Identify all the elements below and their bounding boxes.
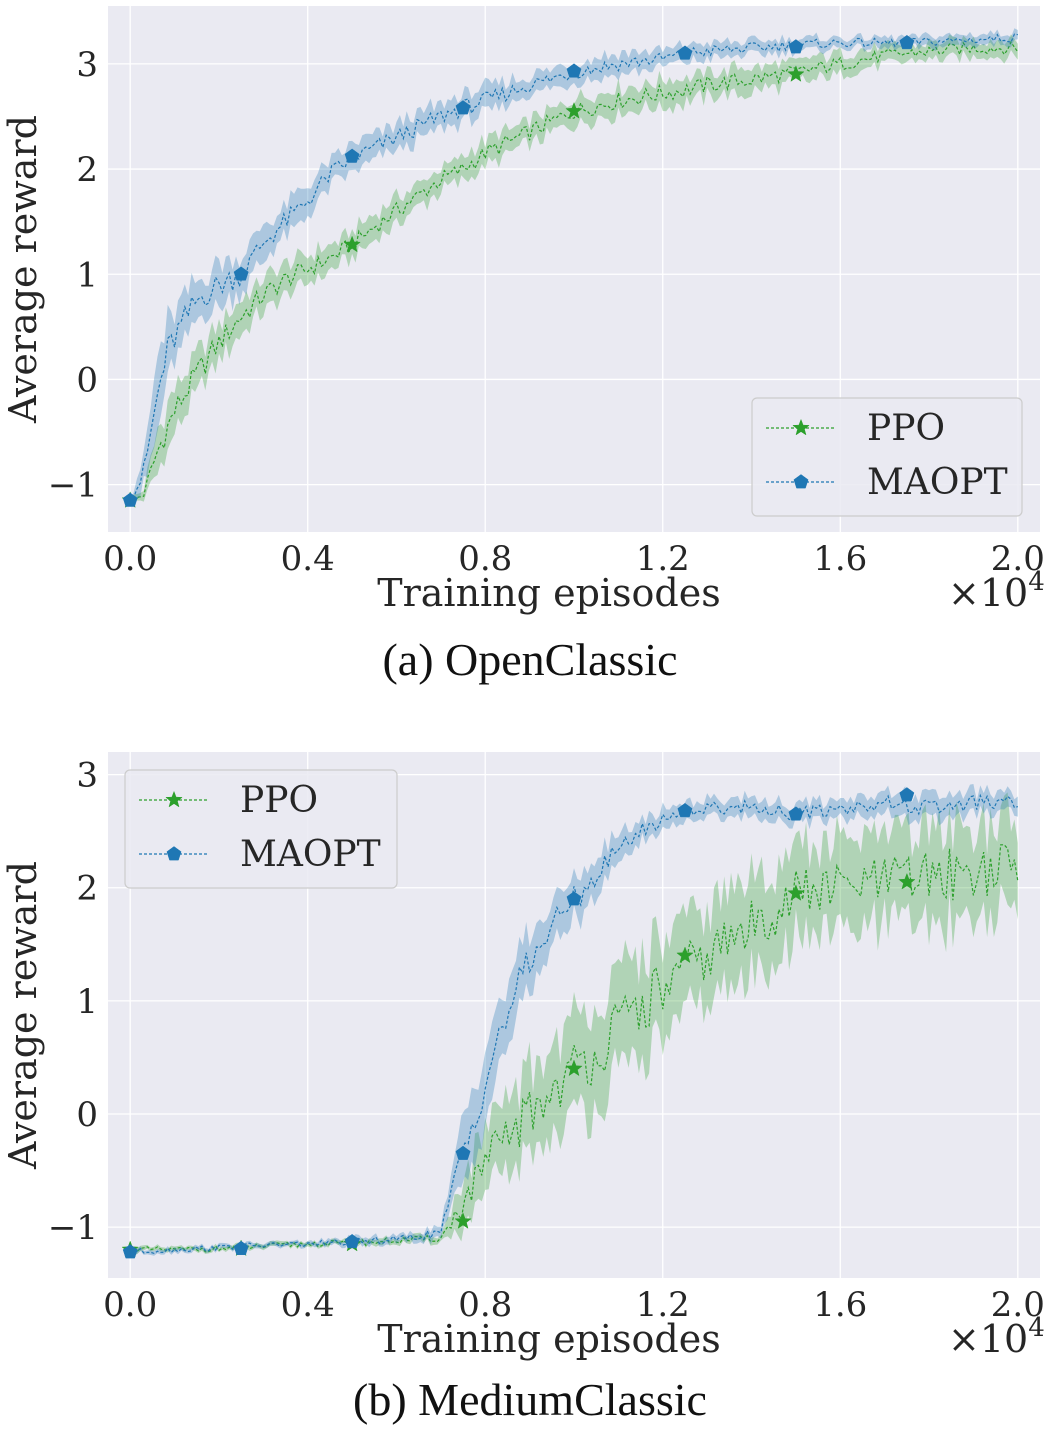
x-tick-label: 1.2 — [636, 1285, 690, 1325]
y-tick-label: 2 — [76, 869, 98, 909]
data-point-maopt — [677, 802, 693, 818]
data-point-maopt — [899, 787, 915, 802]
x-axis-multiplier: ×104 — [948, 1313, 1045, 1361]
chart-caption: (b) MediumClassic — [353, 1374, 707, 1425]
data-point-ppo — [454, 1212, 472, 1229]
data-point-maopt — [566, 63, 582, 78]
x-tick-label: 0.0 — [103, 539, 157, 579]
series-line-ppo — [129, 40, 1019, 503]
legend-marker-maopt — [166, 846, 182, 861]
data-point-ppo — [343, 235, 361, 253]
data-point-maopt — [566, 891, 582, 906]
x-tick-label: 1.6 — [813, 1285, 867, 1325]
x-axis-multiplier-exponent: 4 — [1028, 567, 1045, 597]
y-tick-label: 3 — [76, 45, 98, 85]
chart-mediumclassic: 0.0 0.4 0.8 1.2 1.6 2.0 −1 0 1 2 3 PPO MAOPT Training… — [1, 752, 1045, 1425]
x-axis-multiplier: ×104 — [948, 567, 1045, 615]
data-point-maopt — [344, 148, 360, 163]
data-point-maopt — [788, 39, 804, 54]
x-tick-label: 0.4 — [281, 1285, 335, 1325]
confidence-band-maopt — [130, 28, 1018, 505]
data-point-maopt — [122, 1244, 138, 1259]
data-point-maopt — [788, 806, 804, 821]
x-axis-label: Training episodes — [377, 1317, 720, 1361]
data-point-maopt — [233, 1240, 249, 1255]
y-tick-label: −1 — [48, 1208, 98, 1248]
series-line-maopt — [130, 793, 1018, 1255]
data-point-ppo — [676, 946, 694, 964]
y-axis-label: Average reward — [1, 115, 45, 424]
legend-label-maopt: MAOPT — [240, 834, 381, 875]
legend-label-maopt: MAOPT — [867, 462, 1008, 503]
x-axis-multiplier-exponent: 4 — [1028, 1313, 1045, 1343]
data-point-ppo — [898, 872, 916, 890]
y-tick-label: −1 — [48, 466, 98, 506]
x-tick-label: 0.8 — [458, 539, 512, 579]
y-tick-label: 3 — [76, 756, 98, 796]
confidence-band-ppo — [130, 792, 1018, 1256]
legend-marker-ppo — [792, 418, 810, 436]
data-point-ppo — [787, 884, 805, 901]
x-tick-label: 2.0 — [991, 539, 1045, 579]
data-point-maopt — [455, 1145, 471, 1160]
y-tick-label: 0 — [76, 1095, 98, 1135]
data-point-ppo — [565, 101, 583, 119]
x-tick-label: 2.0 — [991, 1285, 1045, 1325]
y-tick-label: 2 — [76, 150, 98, 190]
data-point-maopt — [122, 492, 138, 507]
data-point-maopt — [899, 34, 915, 50]
chart-caption: (a) OpenClassic — [382, 634, 677, 685]
legend-marker-maopt — [793, 474, 809, 489]
confidence-band-ppo — [130, 34, 1018, 505]
x-tick-label: 0.8 — [458, 1285, 512, 1325]
data-point-maopt — [233, 266, 249, 281]
x-axis-label: Training episodes — [377, 571, 720, 615]
legend-label-ppo: PPO — [240, 780, 318, 821]
y-tick-label: 1 — [76, 982, 98, 1022]
data-point-ppo — [787, 65, 805, 82]
x-tick-label: 0.4 — [281, 539, 335, 579]
data-point-maopt — [677, 45, 693, 60]
chart-openclassic: 0.0 0.4 0.8 1.2 1.6 2.0 −1 0 1 2 3 PPO MAOPT Training… — [1, 6, 1045, 685]
x-tick-label: 1.6 — [813, 539, 867, 579]
y-tick-label: 0 — [76, 360, 98, 400]
data-point-ppo — [565, 1059, 583, 1077]
x-tick-label: 0.0 — [103, 1285, 157, 1325]
legend-marker-ppo — [165, 790, 183, 808]
series-line-ppo — [129, 844, 1019, 1254]
legend-box — [751, 397, 1023, 517]
y-tick-label: 1 — [76, 255, 98, 295]
legend-label-ppo: PPO — [867, 408, 945, 449]
legend-box — [124, 769, 398, 889]
y-axis-label: Average reward — [1, 861, 45, 1170]
x-tick-label: 1.2 — [636, 539, 690, 579]
data-point-maopt — [344, 1233, 360, 1249]
data-point-maopt — [455, 100, 471, 115]
confidence-band-maopt — [130, 784, 1018, 1256]
